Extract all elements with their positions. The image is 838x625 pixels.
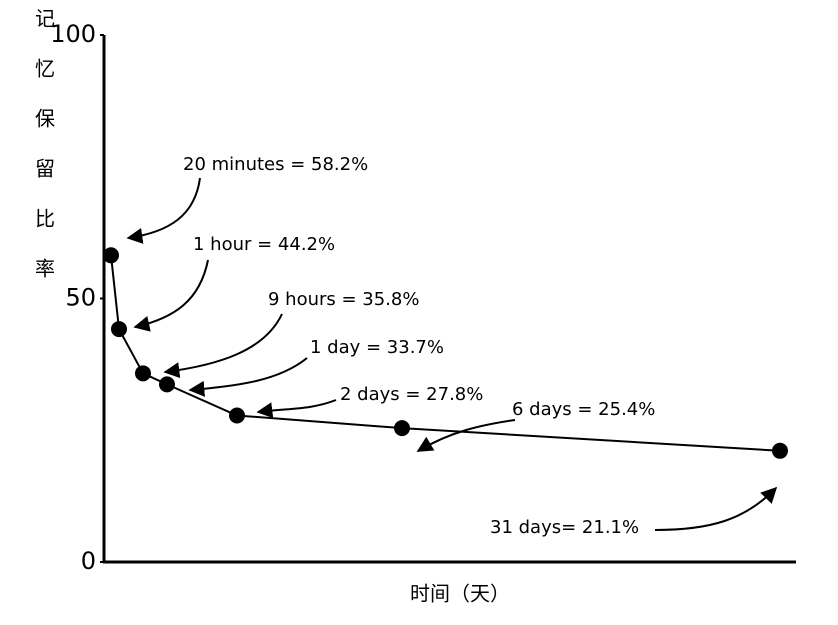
y-tick-label: 50 bbox=[65, 284, 96, 312]
annotation-arrow bbox=[126, 177, 201, 244]
data-point bbox=[135, 365, 151, 382]
y-tick-label: 100 bbox=[50, 20, 96, 48]
annotation-arrow bbox=[654, 486, 778, 531]
data-point bbox=[229, 407, 245, 424]
data-label: 9 hours = 35.8% bbox=[268, 289, 420, 310]
data-label: 20 minutes = 58.2% bbox=[183, 154, 368, 175]
series-line bbox=[110, 255, 781, 452]
annotation-arrow bbox=[416, 419, 516, 452]
data-label: 1 day = 33.7% bbox=[310, 337, 444, 358]
data-point bbox=[394, 420, 410, 437]
x-axis-label: 时间（天） bbox=[410, 582, 510, 606]
data-label: 1 hour = 44.2% bbox=[193, 234, 335, 255]
data-point bbox=[111, 321, 127, 338]
data-label: 31 days= 21.1% bbox=[490, 517, 639, 538]
data-point bbox=[772, 442, 788, 459]
annotation-arrow bbox=[188, 357, 308, 397]
annotation-arrow bbox=[163, 313, 283, 379]
y-axis-label: 记忆保留比率 bbox=[32, 8, 56, 308]
data-label: 2 days = 27.8% bbox=[340, 384, 483, 405]
y-tick-label: 0 bbox=[81, 547, 96, 575]
data-point bbox=[159, 376, 175, 393]
data-label: 6 days = 25.4% bbox=[512, 399, 655, 420]
annotation-arrow bbox=[256, 399, 337, 419]
data-point bbox=[103, 247, 119, 264]
annotation-arrow bbox=[133, 259, 209, 332]
